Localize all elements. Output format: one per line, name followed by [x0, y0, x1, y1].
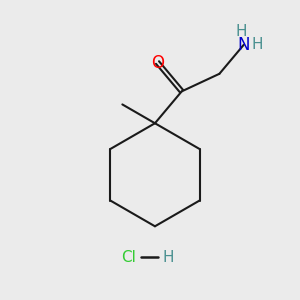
Text: H: H: [162, 250, 174, 265]
Text: N: N: [237, 36, 250, 54]
Text: H: H: [236, 24, 248, 39]
Text: Cl: Cl: [121, 250, 136, 265]
Text: H: H: [252, 38, 263, 52]
Text: O: O: [151, 53, 164, 71]
